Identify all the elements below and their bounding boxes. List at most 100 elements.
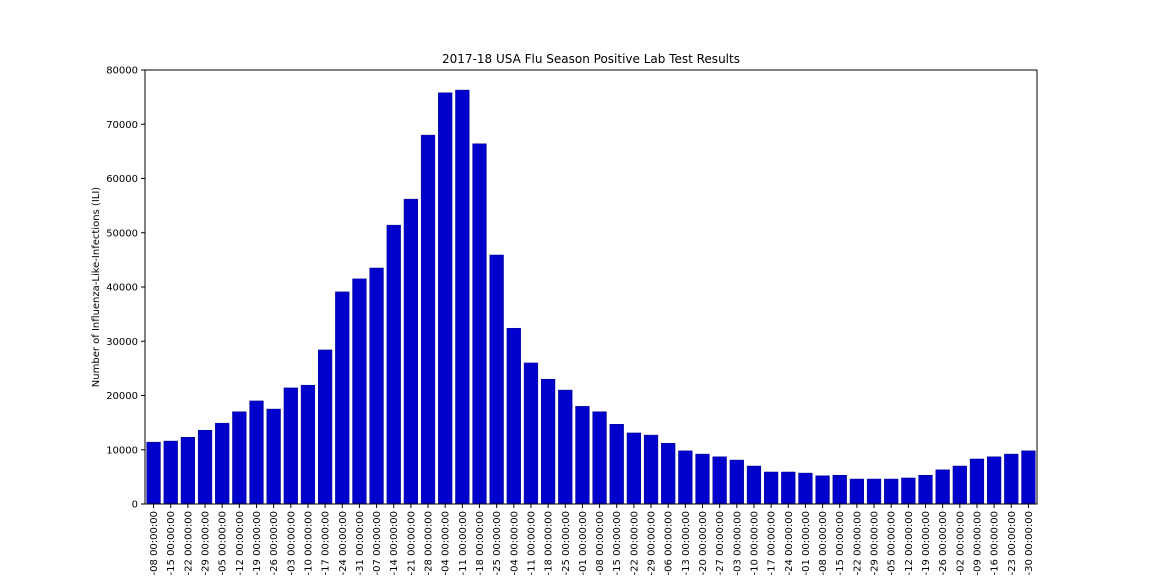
chart-title: 2017-18 USA Flu Season Positive Lab Test… (442, 52, 740, 66)
bar (832, 474, 847, 505)
bar (866, 478, 882, 505)
x-tick-label: -02 00:00:00 (955, 511, 966, 575)
bar (764, 471, 779, 505)
x-tick-label: -18 00:00:00 (475, 511, 486, 575)
x-tick-label: -12 00:00:00 (904, 511, 915, 575)
x-tick-label: -30 00:00:00 (1024, 511, 1035, 575)
x-tick-label: -07 00:00:00 (372, 511, 383, 575)
bar (523, 362, 539, 505)
x-tick-label: -23 00:00:00 (1007, 511, 1018, 575)
x-tick-label: -03 00:00:00 (286, 511, 297, 575)
bar (266, 408, 281, 505)
bar (695, 453, 710, 505)
x-tick-label: -29 00:00:00 (870, 511, 881, 575)
x-tick-label: -14 00:00:00 (389, 511, 400, 575)
x-tick-label: -10 00:00:00 (303, 511, 314, 575)
x-tick-label: -15 00:00:00 (612, 511, 623, 575)
x-tick-label: -04 00:00:00 (509, 511, 520, 575)
bar (935, 469, 950, 505)
bar (798, 472, 813, 505)
bar (506, 327, 521, 505)
x-tick-label: -15 00:00:00 (835, 511, 846, 575)
bar (489, 254, 504, 505)
x-tick-label: -05 00:00:00 (887, 511, 898, 575)
bar (609, 424, 624, 505)
x-tick-label: -03 00:00:00 (732, 511, 743, 575)
bar (558, 389, 573, 505)
bar (403, 198, 418, 505)
x-tick-label: -27 00:00:00 (715, 511, 726, 575)
x-tick-label: -25 00:00:00 (492, 511, 503, 575)
y-tick-label: 20000 (106, 391, 138, 402)
bar (215, 422, 230, 505)
bar (420, 134, 436, 505)
x-tick-label: -01 00:00:00 (801, 511, 812, 575)
x-tick-label: -10 00:00:00 (749, 511, 760, 575)
bar (335, 291, 350, 505)
y-tick-label: 0 (132, 500, 138, 511)
x-tick-label: -22 00:00:00 (629, 511, 640, 575)
x-tick-label: -25 00:00:00 (561, 511, 572, 575)
bar (918, 474, 933, 505)
bar (386, 224, 401, 505)
y-tick-label: 80000 (106, 66, 138, 77)
y-axis-label: Number of Influenza-Like-Infections (ILI… (91, 187, 102, 387)
plot-frame (144, 69, 1038, 505)
x-tick-label: -29 00:00:00 (647, 511, 658, 575)
bar (815, 475, 830, 505)
bar (643, 434, 659, 505)
x-tick-label: -05 00:00:00 (218, 511, 229, 575)
bar (438, 92, 453, 505)
x-tick-label: -22 00:00:00 (183, 511, 194, 575)
bar (472, 143, 487, 505)
bar (1021, 450, 1036, 505)
bar (849, 478, 864, 505)
bar (969, 458, 985, 505)
bar (163, 440, 178, 505)
bar (180, 437, 195, 505)
bar (1004, 453, 1019, 505)
x-tick-label: -21 00:00:00 (406, 511, 417, 575)
y-tick-label: 70000 (106, 120, 138, 131)
bar (781, 471, 796, 505)
bar (352, 278, 367, 505)
x-tick-label: -16 00:00:00 (990, 511, 1001, 575)
x-tick-label: -08 00:00:00 (818, 511, 829, 575)
y-tick-label: 30000 (106, 337, 138, 348)
x-tick-label: -22 00:00:00 (852, 511, 863, 575)
bar (318, 349, 333, 505)
x-tick-label: -19 00:00:00 (252, 511, 263, 575)
x-tick-label: -24 00:00:00 (784, 511, 795, 575)
bar (592, 411, 607, 505)
x-tick-label: -08 00:00:00 (149, 511, 160, 575)
bar (678, 450, 693, 505)
bar (300, 384, 316, 505)
x-tick-label: -11 00:00:00 (526, 511, 537, 575)
y-tick-label: 60000 (106, 174, 138, 185)
bar (661, 442, 676, 505)
y-tick-label: 10000 (106, 445, 138, 456)
x-tick-label: -26 00:00:00 (269, 511, 280, 575)
bar (232, 411, 247, 505)
bar (455, 89, 470, 505)
x-tick-label: -19 00:00:00 (921, 511, 932, 575)
bar (283, 387, 298, 505)
bar (369, 267, 384, 505)
x-tick-label: -06 00:00:00 (664, 511, 675, 575)
bar (746, 465, 762, 505)
x-tick-label: -04 00:00:00 (441, 511, 452, 575)
x-tick-label: -13 00:00:00 (681, 511, 692, 575)
bar (197, 429, 213, 505)
x-tick-label: -17 00:00:00 (767, 511, 778, 575)
x-tick-label: -26 00:00:00 (938, 511, 949, 575)
bar (901, 477, 916, 505)
x-tick-label: -15 00:00:00 (166, 511, 177, 575)
x-tick-label: -01 00:00:00 (578, 511, 589, 575)
x-tick-label: -29 00:00:00 (201, 511, 212, 575)
x-tick-label: -24 00:00:00 (338, 511, 349, 575)
bar (541, 378, 556, 505)
x-tick-label: -17 00:00:00 (321, 511, 332, 575)
x-tick-label: -12 00:00:00 (235, 511, 246, 575)
bar (729, 459, 744, 505)
